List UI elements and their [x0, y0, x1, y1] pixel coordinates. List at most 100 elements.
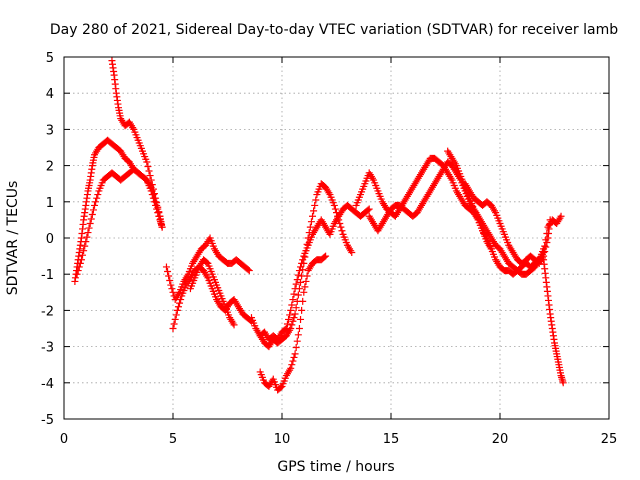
- data-point-trace-i: [300, 259, 308, 267]
- data-point-trace-m: [540, 248, 548, 256]
- data-point-trace-e: [169, 325, 177, 332]
- data-point-trace-l: [542, 243, 550, 251]
- data-point-trace-b: [80, 247, 88, 255]
- data-point-trace-g: [285, 315, 293, 323]
- data-point-trace-c: [146, 172, 154, 180]
- data-point-trace-b: [158, 223, 166, 231]
- data-point-trace-i: [288, 321, 296, 329]
- data-point-trace-b: [93, 194, 101, 202]
- data-point-trace-i: [309, 212, 317, 220]
- x-tick-label: 0: [60, 432, 68, 447]
- data-point-trace-b: [94, 191, 102, 199]
- y-tick-label: -2: [41, 304, 54, 319]
- y-tick-label: 4: [46, 87, 54, 102]
- data-point-trace-c: [149, 185, 157, 193]
- data-point-trace-i: [299, 266, 307, 274]
- x-tick-label: 10: [274, 432, 291, 447]
- data-point-trace-h: [288, 361, 296, 369]
- data-point-trace-i: [301, 253, 309, 261]
- tick-labels: 0 5 10 15 20 25 -5 -4 -3 -2 -1 0 1 2 3 4 5: [41, 51, 617, 447]
- data-point-trace-d: [168, 285, 176, 293]
- data-point-trace-n: [559, 379, 567, 387]
- y-tick-label: -1: [41, 268, 54, 283]
- data-point-trace-m: [542, 236, 550, 244]
- data-point-trace-b: [79, 251, 87, 259]
- data-point-trace-g: [286, 311, 294, 319]
- data-point-trace-i: [290, 314, 298, 322]
- x-tick-label: 25: [601, 432, 618, 447]
- data-point-trace-g: [295, 267, 303, 275]
- data-point-trace-h: [322, 252, 330, 260]
- data-point-trace-d: [244, 266, 252, 274]
- data-point-trace-c: [144, 163, 152, 171]
- data-point-trace-i: [297, 278, 305, 286]
- data-point-trace-i: [310, 207, 318, 215]
- data-point-trace-b: [142, 175, 150, 183]
- y-tick-label: -3: [41, 341, 54, 356]
- data-point-trace-b: [88, 210, 96, 218]
- y-tick-label: -5: [41, 413, 54, 428]
- data-point-trace-h: [301, 283, 309, 291]
- data-point-trace-i: [295, 285, 303, 293]
- y-axis-label: SDTVAR / TECUs: [5, 181, 21, 296]
- data-point-trace-e: [170, 320, 178, 328]
- data-point-trace-c: [155, 208, 163, 216]
- data-point-trace-h: [291, 350, 299, 358]
- data-point-trace-i: [293, 297, 301, 305]
- data-point-trace-m: [543, 229, 551, 237]
- data-point-trace-i: [337, 223, 345, 231]
- data-point-trace-i: [306, 223, 314, 231]
- data-point-trace-e: [172, 311, 180, 319]
- x-tick-label: 20: [492, 432, 509, 447]
- data-point-trace-b: [86, 220, 94, 228]
- data-point-trace-h: [289, 357, 297, 365]
- data-point-trace-i: [302, 247, 310, 255]
- data-point-trace-h: [298, 306, 306, 314]
- data-point-trace-i: [304, 234, 312, 242]
- data-point-trace-e: [171, 315, 179, 323]
- data-point-trace-d: [167, 281, 175, 289]
- axis-ticks: [63, 56, 610, 420]
- data-point-trace-i: [298, 272, 306, 280]
- data-point-trace-i: [334, 212, 342, 220]
- data-point-trace-e: [177, 296, 185, 304]
- x-axis-label: GPS time / hours: [277, 459, 394, 475]
- data-point-trace-i: [294, 291, 302, 299]
- data-point-trace-i: [289, 317, 297, 325]
- data-point-trace-f: [203, 258, 211, 266]
- data-point-trace-h: [294, 331, 302, 339]
- data-point-trace-e: [174, 303, 182, 311]
- data-point-trace-i: [312, 196, 320, 204]
- data-point-trace-e: [176, 299, 184, 307]
- data-point-trace-i: [292, 304, 300, 312]
- data-point-trace-g: [287, 306, 295, 314]
- data-point-trace-i: [305, 229, 313, 237]
- data-point-trace-i: [338, 227, 346, 235]
- data-point-trace-h: [292, 344, 300, 352]
- chart-title: Day 280 of 2021, Sidereal Day-to-day VTE…: [50, 22, 618, 38]
- data-point-trace-i: [330, 201, 338, 209]
- data-point-trace-i: [333, 209, 340, 217]
- data-point-trace-c: [143, 158, 151, 166]
- data-point-trace-i: [348, 248, 356, 256]
- data-point-trace-b: [77, 256, 85, 264]
- data-markers: [71, 57, 567, 394]
- data-point-trace-g: [289, 296, 297, 304]
- data-point-trace-f: [230, 321, 238, 329]
- data-point-trace-i: [336, 220, 344, 228]
- data-point-trace-d: [245, 267, 253, 275]
- data-point-trace-b: [76, 259, 84, 267]
- data-point-trace-m: [557, 212, 565, 220]
- data-point-trace-b: [89, 206, 97, 214]
- data-point-trace-c: [150, 190, 158, 198]
- data-point-trace-h: [297, 315, 305, 323]
- data-point-trace-g: [365, 205, 373, 213]
- data-point-trace-b: [73, 270, 81, 278]
- data-point-trace-b: [91, 201, 99, 209]
- x-tick-label: 15: [383, 432, 400, 447]
- data-point-trace-b: [92, 198, 100, 206]
- data-point-trace-b: [82, 238, 90, 246]
- grid-lines: [64, 57, 609, 419]
- data-point-trace-b: [87, 215, 95, 223]
